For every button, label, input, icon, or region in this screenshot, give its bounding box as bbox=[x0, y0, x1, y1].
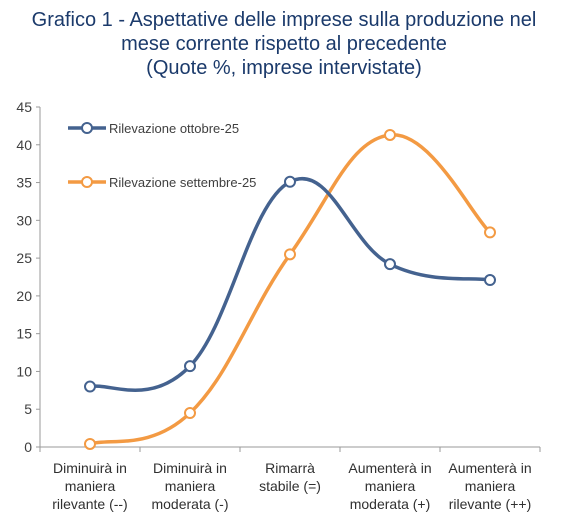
data-point-settembre bbox=[484, 226, 496, 239]
y-tick-label: 20 bbox=[16, 288, 32, 304]
legend-label: Rilevazione settembre-25 bbox=[109, 175, 256, 190]
y-tick-label: 15 bbox=[16, 326, 32, 342]
data-point-ottobre bbox=[484, 274, 496, 287]
data-point-settembre bbox=[84, 437, 96, 450]
series-line-ottobre bbox=[88, 177, 492, 392]
y-tick-label: 40 bbox=[16, 137, 32, 153]
legend-point-marker bbox=[81, 122, 93, 134]
data-point-ottobre bbox=[384, 258, 396, 271]
data-point-settembre bbox=[384, 128, 396, 141]
legend-point-marker bbox=[81, 176, 93, 188]
y-tick-label: 45 bbox=[16, 99, 32, 115]
legend-label: Rilevazione ottobre-25 bbox=[109, 121, 239, 136]
x-category-label: Rimarrà stabile (=) bbox=[259, 460, 321, 494]
x-category-label: Aumenterà in maniera rilevante (++) bbox=[448, 460, 531, 512]
y-tick-label: 35 bbox=[16, 175, 32, 191]
data-point-ottobre bbox=[284, 175, 296, 188]
data-point-ottobre bbox=[184, 360, 196, 373]
chart-title-block: Grafico 1 - Aspettative delle imprese su… bbox=[0, 8, 568, 80]
data-point-settembre bbox=[184, 407, 196, 419]
x-category-label: Diminuirà in maniera moderata (-) bbox=[151, 460, 228, 512]
chart-title-line-2: mese corrente rispetto al precedente bbox=[121, 33, 447, 55]
data-point-ottobre bbox=[84, 380, 96, 393]
y-tick-label: 30 bbox=[16, 212, 32, 228]
x-category-label: Aumenterà in maniera moderata (+) bbox=[348, 460, 431, 512]
chart-title-line-1: Grafico 1 - Aspettative delle imprese su… bbox=[31, 9, 537, 31]
y-tick-label: 5 bbox=[24, 401, 32, 417]
y-tick-label: 10 bbox=[16, 363, 32, 379]
chart-subtitle: (Quote %, imprese intervistate) bbox=[146, 57, 422, 79]
x-category-label: Diminuirà in maniera rilevante (--) bbox=[52, 460, 127, 512]
y-tick-label: 0 bbox=[24, 439, 32, 455]
y-tick-label: 25 bbox=[16, 250, 32, 266]
data-point-settembre bbox=[284, 248, 296, 261]
